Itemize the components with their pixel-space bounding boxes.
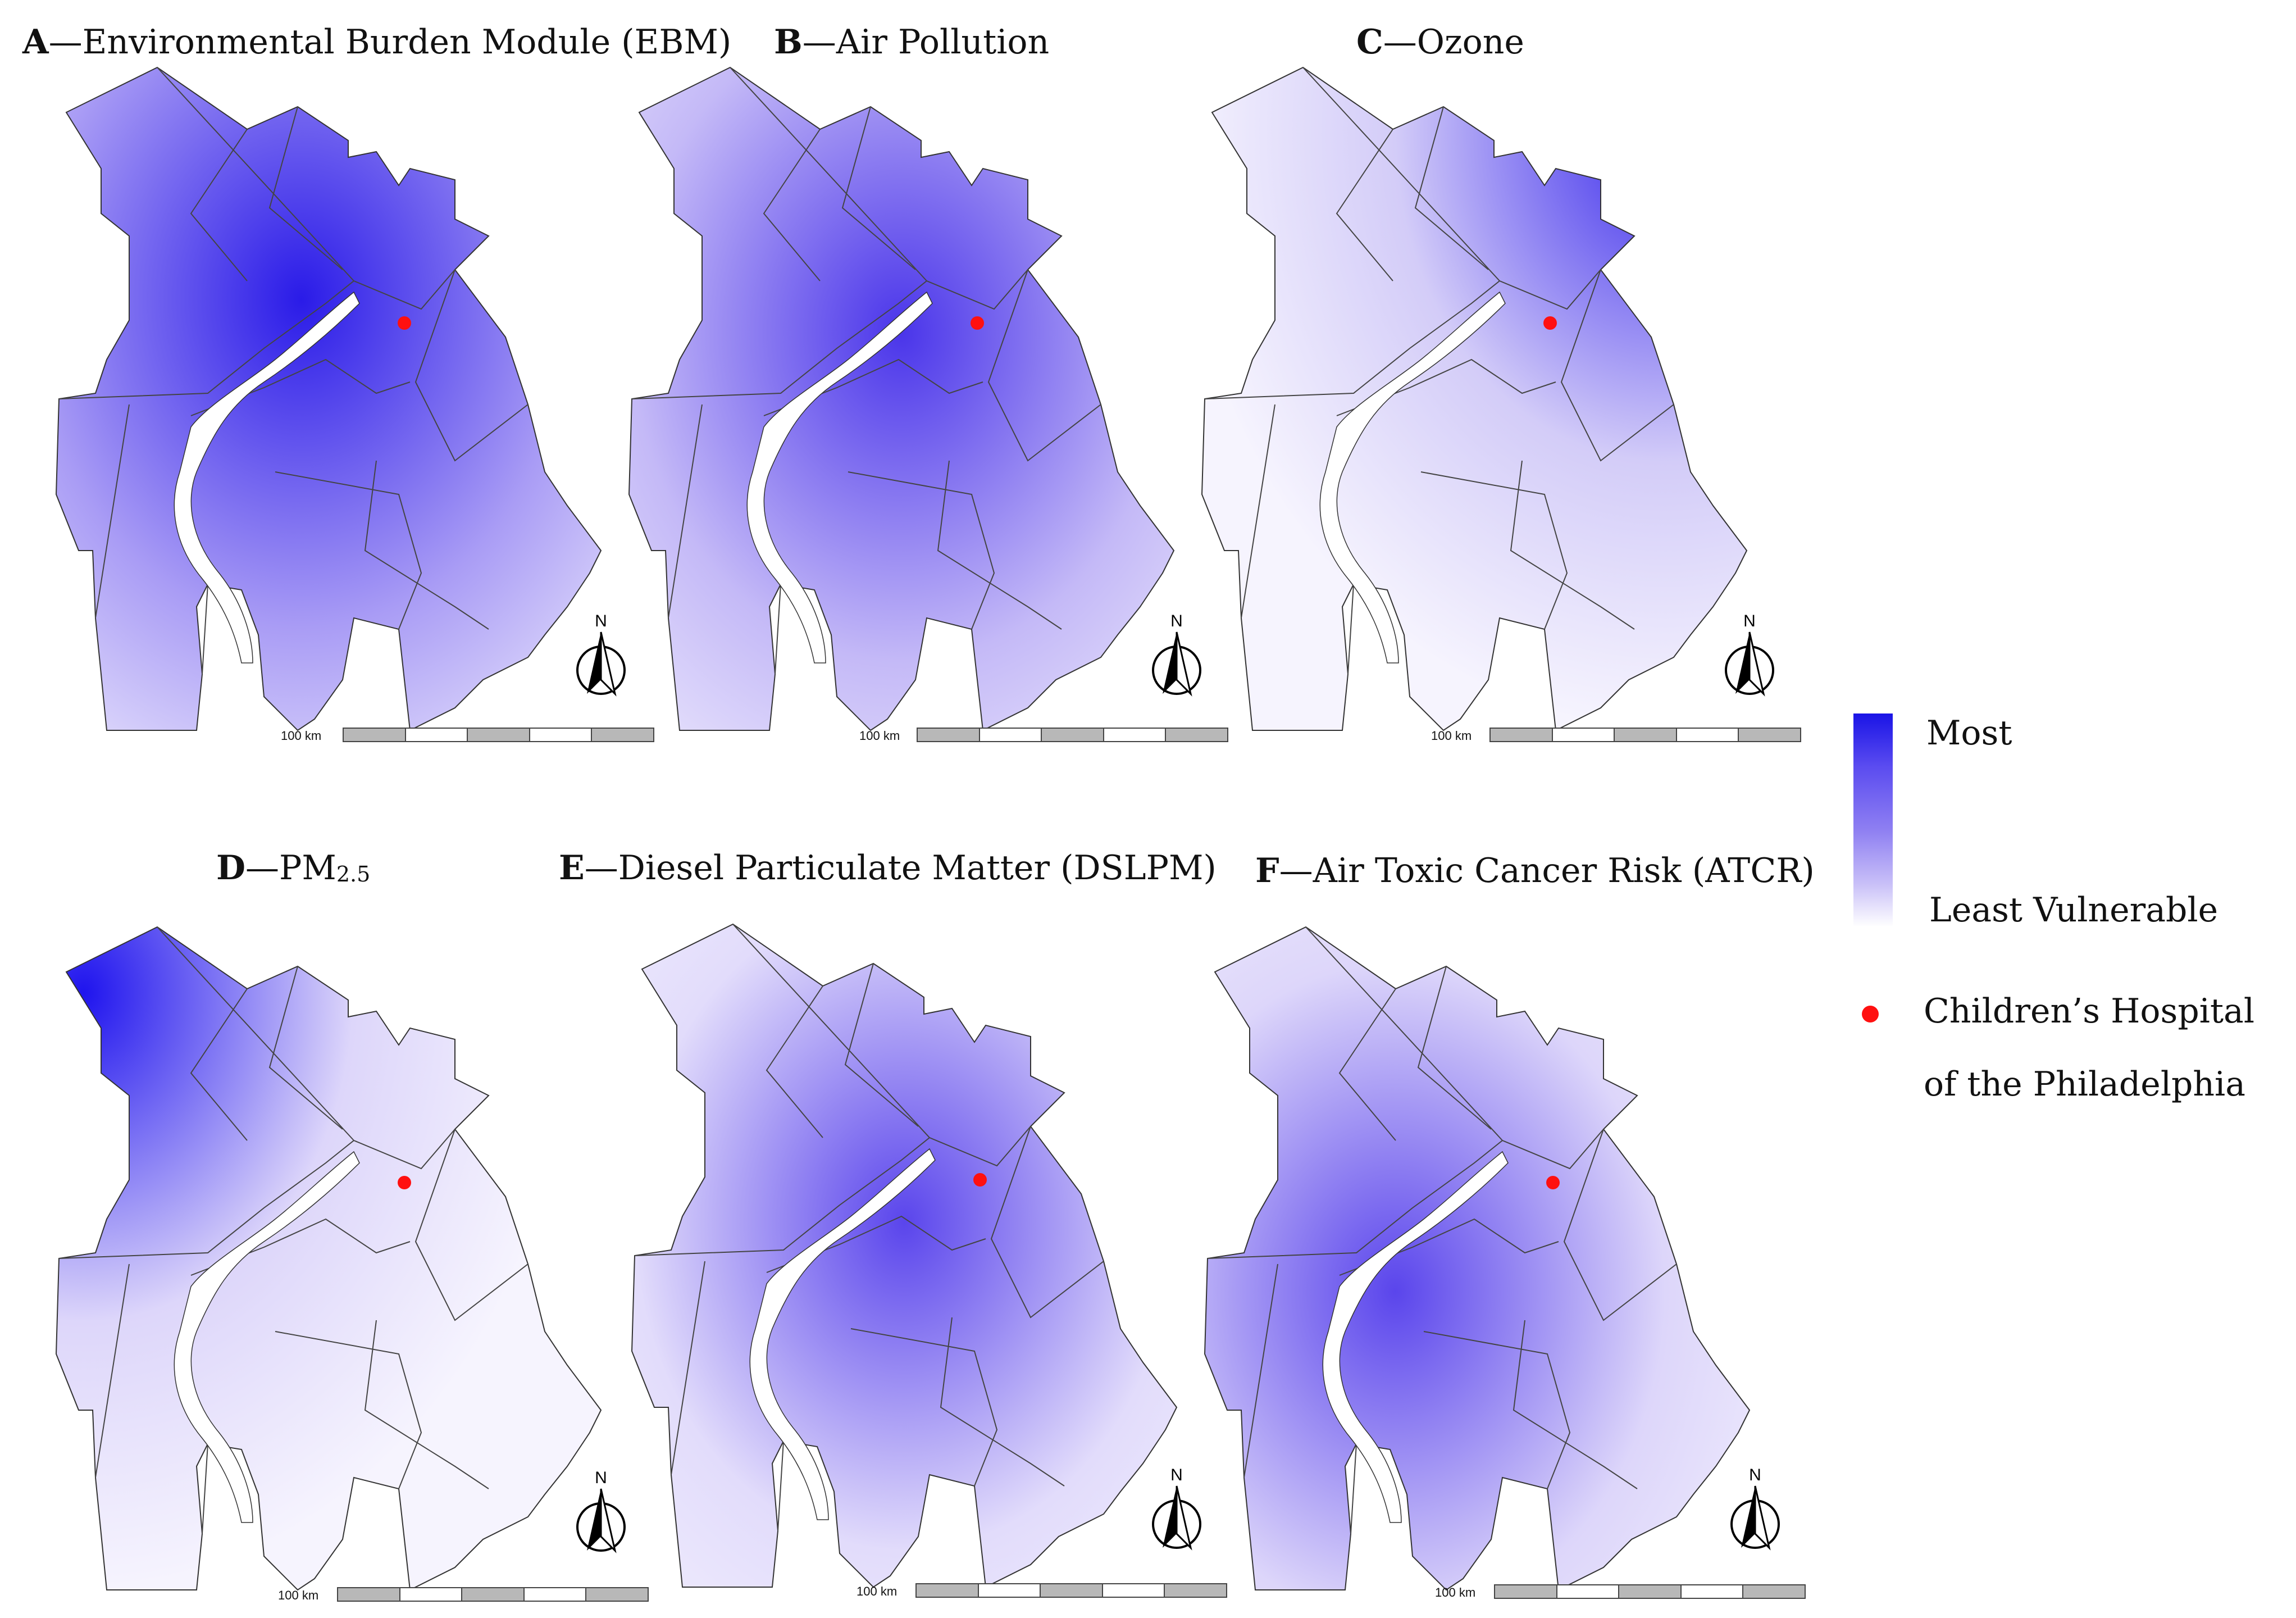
panel-b-county-boundary	[937, 269, 1101, 630]
panel-e-region-group	[631, 923, 1178, 1588]
panel-b-hospital-marker	[971, 316, 984, 330]
panel-e-scale-label: 100 km	[857, 1584, 898, 1598]
panel-b-county-boundary	[730, 67, 927, 281]
svg-text:N: N	[1170, 1466, 1183, 1484]
panel-c-delaware-river	[1319, 291, 1506, 663]
legend-most-label: Most	[1926, 713, 2012, 753]
panel-b-study-area	[628, 66, 1175, 731]
legend-hospital-label-line2: of the Philadelphia	[1924, 1065, 2246, 1104]
panel-d-scalebar	[337, 1587, 649, 1602]
panel-f-delaware-river	[1322, 1151, 1509, 1523]
panel-f-scale-label: 100 km	[1435, 1585, 1476, 1599]
panel-a-region-group	[55, 66, 602, 731]
panel-c-county-boundary	[1204, 269, 1601, 399]
legend-hospital-dot-icon	[1862, 1006, 1879, 1022]
panel-d-region-group	[55, 926, 602, 1591]
panel-e-hospital-marker	[973, 1173, 987, 1187]
panel-c-county-boundary	[1241, 404, 1568, 675]
panel-c-county-boundary	[1510, 269, 1674, 630]
svg-text:N: N	[1743, 612, 1756, 630]
panel-d-delaware-river	[174, 1151, 360, 1523]
panel-c-north-arrow-icon: N	[1719, 610, 1780, 699]
panel-a-county-boundary	[58, 269, 455, 399]
panel-e-north-arrow-icon: N	[1146, 1464, 1208, 1553]
legend-gradient-bar	[1853, 713, 1893, 927]
panel-a-county-boundary	[364, 269, 529, 630]
panel-f-scalebar	[1494, 1584, 1806, 1599]
svg-text:N: N	[595, 612, 607, 630]
panel-b-delaware-river	[746, 291, 933, 663]
panel-a-county-boundary	[157, 67, 354, 281]
panel-f-county-boundary	[1207, 1129, 1604, 1259]
legend-hospital-label-line1: Children’s Hospital	[1924, 992, 2255, 1031]
panel-f-region-group	[1204, 926, 1751, 1591]
svg-text:N: N	[1170, 612, 1183, 630]
svg-text:N: N	[1749, 1466, 1761, 1484]
panel-a-hospital-marker	[398, 316, 411, 330]
panel-a-study-area	[55, 66, 602, 731]
panel-c-scalebar	[1489, 728, 1801, 742]
panel-a-county-boundary	[95, 404, 422, 675]
panel-e-study-area	[631, 923, 1178, 1588]
panel-d-county-boundary	[95, 1264, 422, 1534]
panel-d-study-area	[55, 926, 602, 1591]
panel-b-region-group	[628, 66, 1175, 731]
panel-f-county-boundary	[1305, 926, 1503, 1141]
panel-e-county-boundary	[940, 1126, 1104, 1487]
panel-a-delaware-river	[174, 291, 360, 663]
panel-a-scalebar	[343, 728, 654, 742]
panel-d-north-arrow-icon: N	[570, 1466, 632, 1556]
panel-d-county-boundary	[157, 926, 354, 1141]
panel-d-title: D—PM2.5	[216, 848, 371, 888]
panel-c-region-group	[1201, 66, 1748, 731]
panel-e-county-boundary	[671, 1261, 998, 1531]
panel-e-scalebar	[915, 1583, 1227, 1598]
panel-d-hospital-marker	[398, 1176, 411, 1189]
panel-c-title: C—Ozone	[1356, 22, 1524, 62]
panel-c-scale-label: 100 km	[1431, 729, 1472, 743]
panel-e-delaware-river	[749, 1148, 936, 1520]
panel-f-title: F—Air Toxic Cancer Risk (ATCR)	[1255, 851, 1815, 890]
panel-d-county-boundary	[58, 1129, 455, 1259]
panel-b-title: B—Air Pollution	[774, 22, 1050, 62]
panel-a-scale-label: 100 km	[281, 729, 322, 743]
panel-c-hospital-marker	[1543, 316, 1557, 330]
panel-b-scalebar	[917, 728, 1228, 742]
panel-e-county-boundary	[732, 924, 930, 1138]
svg-text:N: N	[595, 1469, 607, 1487]
legend-least-label: Least Vulnerable	[1929, 890, 2218, 930]
panel-b-north-arrow-icon: N	[1146, 610, 1208, 699]
panel-e-county-boundary	[634, 1126, 1031, 1256]
panel-b-county-boundary	[668, 404, 995, 675]
panel-f-county-boundary	[1513, 1129, 1677, 1489]
panel-d-scale-label: 100 km	[278, 1588, 319, 1602]
panel-f-county-boundary	[1243, 1264, 1571, 1534]
panel-e-title: E—Diesel Particulate Matter (DSLPM)	[559, 848, 1217, 888]
panel-d-county-boundary	[364, 1129, 529, 1489]
panel-c-study-area	[1201, 66, 1748, 731]
panel-f-north-arrow-icon: N	[1724, 1464, 1786, 1553]
panel-a-title: A—Environmental Burden Module (EBM)	[22, 22, 732, 62]
panel-b-county-boundary	[631, 269, 1028, 399]
panel-b-scale-label: 100 km	[859, 729, 900, 743]
panel-f-study-area	[1204, 926, 1751, 1591]
panel-f-hospital-marker	[1546, 1176, 1560, 1189]
panel-c-county-boundary	[1302, 67, 1500, 281]
panel-a-north-arrow-icon: N	[570, 610, 632, 699]
